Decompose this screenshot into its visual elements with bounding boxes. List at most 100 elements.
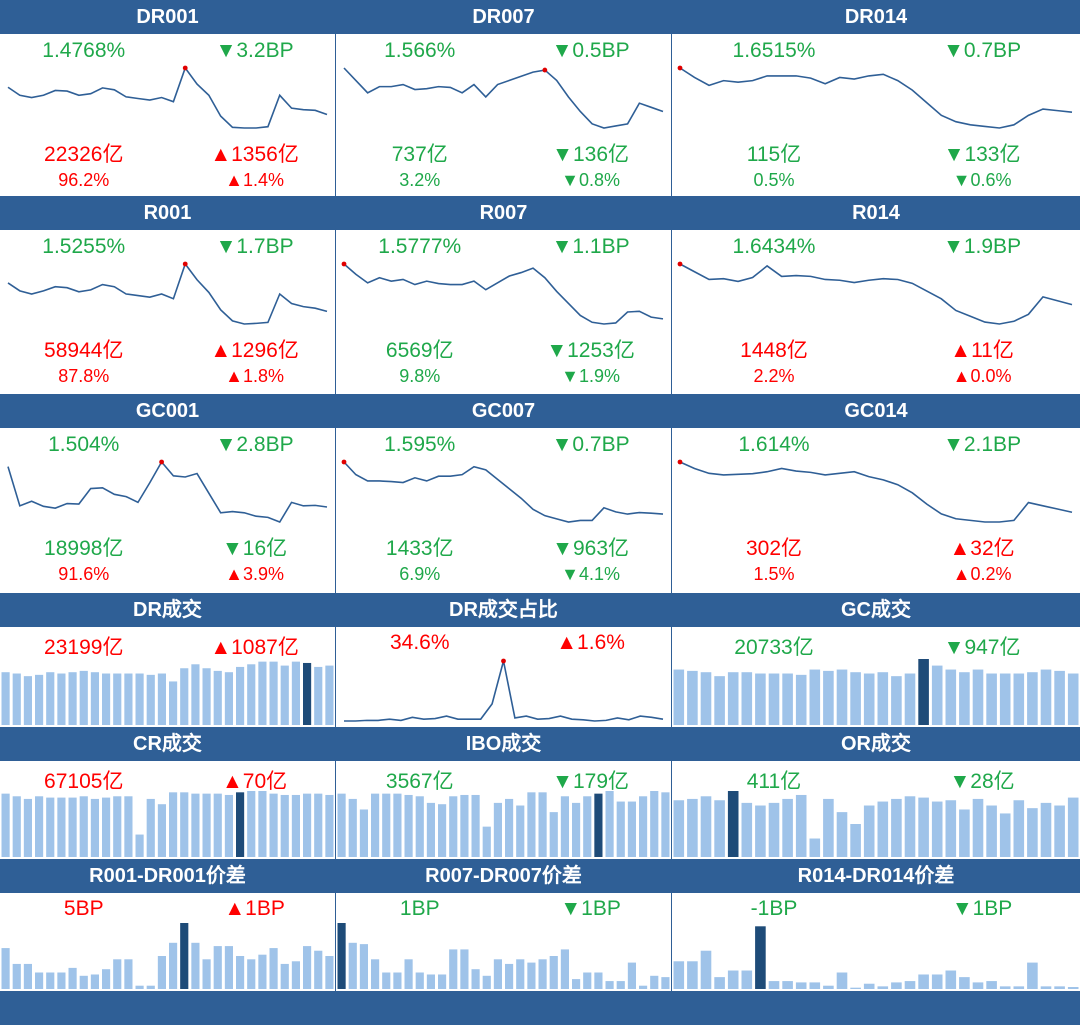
cr_vol-bar bbox=[79, 796, 88, 857]
r014_spread-bar bbox=[823, 985, 834, 989]
volume-value: 1448亿 bbox=[740, 339, 808, 362]
tile-r014_spread: R014-DR014价差 -1BP ▼1BP bbox=[672, 859, 1080, 990]
rate-change: ▼2.8BP bbox=[215, 433, 294, 456]
r007_spread-bar bbox=[426, 974, 435, 989]
share-change: ▲0.2% bbox=[952, 564, 1012, 584]
dr014-peak-marker bbox=[677, 65, 683, 71]
r014_spread-bar bbox=[945, 970, 957, 989]
metric-value: 23199亿 bbox=[44, 636, 124, 659]
dr_vol-bar bbox=[12, 673, 21, 725]
rate-value: 1.614% bbox=[738, 433, 810, 456]
r001_spread-bar bbox=[23, 963, 32, 989]
tile-title: R007-DR007价差 bbox=[336, 859, 671, 893]
r014_spread-bar bbox=[836, 972, 848, 989]
r001_spread-bar bbox=[135, 985, 144, 989]
tile-gc007-sparkline bbox=[341, 459, 664, 523]
ibo_vol-bar bbox=[449, 796, 458, 857]
gc_vol-bar bbox=[972, 669, 984, 725]
gc007-series-line bbox=[343, 461, 664, 523]
volume-value: 22326亿 bbox=[44, 143, 124, 166]
gc_vol-bar bbox=[714, 676, 725, 725]
metric-value: -1BP bbox=[750, 897, 798, 920]
dr_vol-bar bbox=[1, 672, 10, 725]
gc_vol-bar bbox=[877, 672, 889, 725]
tile-gc_vol: GC成交 20733亿 ▼947亿 bbox=[672, 593, 1080, 726]
share-value: 96.2% bbox=[58, 170, 110, 190]
gc_vol-bar bbox=[809, 669, 821, 725]
r014-series-line bbox=[679, 263, 1073, 325]
gc_vol-bar bbox=[863, 673, 875, 725]
share-change: ▲0.0% bbox=[952, 366, 1012, 386]
gc_vol-bar bbox=[1067, 673, 1079, 725]
share-value: 9.8% bbox=[399, 366, 441, 386]
cr_vol-bar bbox=[113, 796, 122, 857]
r001_spread-bar bbox=[102, 969, 111, 989]
gc014-series-line bbox=[679, 461, 1073, 523]
tile-or_vol: OR成交 411亿 ▼28亿 bbox=[672, 727, 1080, 858]
share-change: ▼1.9% bbox=[561, 366, 621, 386]
dr_vol-bar bbox=[224, 672, 233, 725]
tile-gc007: GC007 1.595% ▼0.7BP 1433亿 ▼963亿 6.9% ▼4.1% bbox=[336, 394, 671, 590]
metric-change: ▼947亿 bbox=[943, 636, 1021, 659]
metric-value: 3567亿 bbox=[385, 770, 454, 793]
metric-value: 1BP bbox=[399, 897, 440, 920]
dr_vol-bar bbox=[280, 665, 289, 725]
or_vol-bar bbox=[809, 838, 821, 857]
dr_vol-bar bbox=[102, 673, 111, 725]
tile-title: R001 bbox=[0, 196, 335, 230]
r001_spread-bar bbox=[213, 946, 222, 989]
gc_vol-bar bbox=[687, 670, 698, 725]
r007_spread-bar bbox=[549, 956, 558, 989]
gc_vol-bar bbox=[931, 665, 943, 725]
cr_vol-bar bbox=[180, 792, 189, 857]
r014_spread-bar bbox=[795, 982, 807, 989]
volume-value: 6569亿 bbox=[385, 339, 454, 362]
tile-title: R007 bbox=[336, 196, 671, 230]
r001-series-line bbox=[7, 262, 328, 325]
cr_vol-bar bbox=[191, 793, 200, 857]
cr_vol-bar bbox=[90, 798, 99, 857]
r001_spread-bar bbox=[291, 961, 300, 989]
tile-dr014: DR014 1.6515% ▼0.7BP 115亿 ▼133亿 0.5% ▼0.6% bbox=[672, 0, 1080, 196]
volume-change: ▲11亿 bbox=[950, 339, 1014, 362]
r007_spread-bar bbox=[371, 959, 380, 989]
or_vol-bar bbox=[782, 798, 793, 857]
or_vol-bar bbox=[1013, 800, 1025, 857]
or_vol-bar bbox=[918, 797, 929, 857]
gc007-peak-marker bbox=[341, 459, 347, 465]
tile-gc014: GC014 1.614% ▼2.1BP 302亿 ▲32亿 1.5% ▲0.2% bbox=[672, 394, 1080, 590]
r007_spread-bar bbox=[505, 963, 514, 989]
r007_spread-bar bbox=[594, 972, 603, 989]
or_vol-bar bbox=[823, 798, 834, 857]
share-change: ▲1.8% bbox=[225, 366, 285, 386]
tile-r014-sparkline bbox=[677, 261, 1073, 325]
or_vol-bar bbox=[891, 798, 902, 857]
r014_spread-bar bbox=[768, 981, 780, 989]
cr_vol-bar bbox=[236, 792, 245, 857]
gc_vol-bar bbox=[1054, 670, 1065, 725]
r007_spread-bar bbox=[393, 972, 402, 989]
r007_spread-bar bbox=[438, 974, 447, 989]
gc_vol-bar bbox=[700, 672, 712, 725]
rate-value: 1.504% bbox=[48, 433, 120, 456]
cr_vol-bar bbox=[35, 796, 44, 857]
r007_spread-bar bbox=[583, 972, 592, 989]
gc_vol-bar bbox=[727, 672, 739, 725]
tile-dr_vol: DR成交 23199亿 ▲1087亿 bbox=[0, 593, 335, 726]
share-change: ▲1.4% bbox=[225, 170, 285, 190]
metric-change: ▲70亿 bbox=[222, 770, 288, 793]
tile-r001: R001 1.5255% ▼1.7BP 58944亿 ▲1296亿 87.8% ▲1.8% bbox=[0, 196, 335, 392]
dr_share-series-line bbox=[344, 660, 664, 722]
dr_vol-bar bbox=[157, 673, 166, 725]
share-change: ▼4.1% bbox=[561, 564, 621, 584]
rate-change: ▼0.5BP bbox=[551, 39, 630, 62]
r014_spread-bar bbox=[755, 926, 766, 989]
r014_spread-bar bbox=[904, 981, 916, 989]
cr_vol-bar bbox=[124, 796, 133, 857]
r014_spread-bar bbox=[877, 986, 889, 989]
tile-title: R014 bbox=[672, 196, 1080, 230]
or_vol-bar bbox=[687, 798, 698, 857]
dr_vol-bar bbox=[124, 673, 133, 725]
or_vol-bar bbox=[904, 796, 916, 857]
cr_vol-bar bbox=[23, 798, 32, 857]
